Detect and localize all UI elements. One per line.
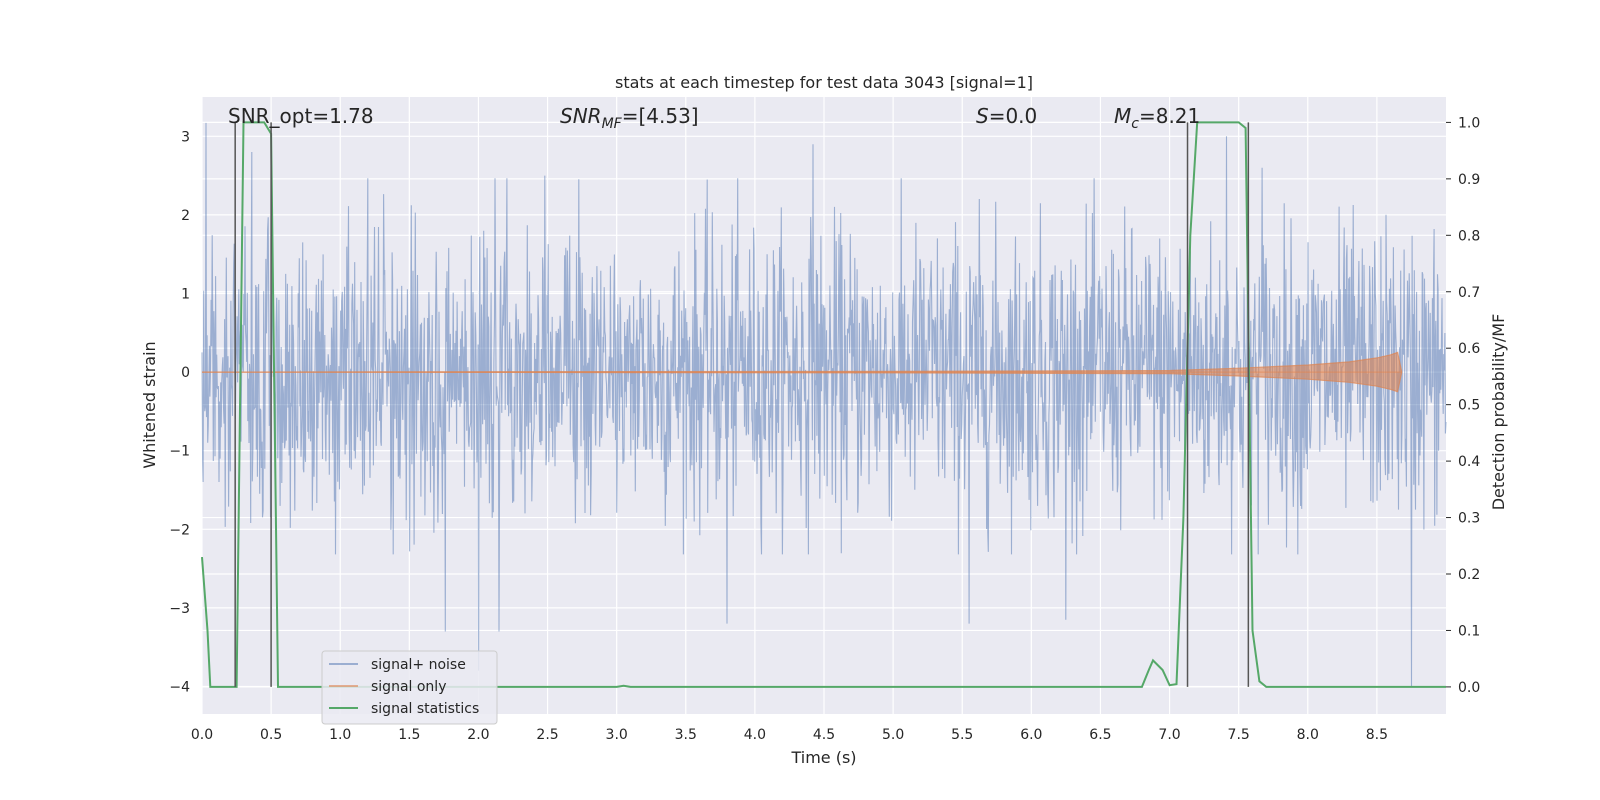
- annotation-mc: Mc=8.21: [1114, 104, 1200, 132]
- x-tick-label: 2.0: [467, 727, 489, 743]
- y-right-tick-label: 0.0: [1458, 680, 1480, 696]
- x-tick-label: 1.0: [329, 727, 351, 743]
- x-tick-label: 3.0: [606, 727, 628, 743]
- y-tick-label: 3: [181, 129, 190, 145]
- y-axis-label: Whitened strain: [140, 341, 159, 468]
- x-tick-label: 8.0: [1297, 727, 1319, 743]
- vertical-markers: [234, 122, 1250, 687]
- x-tick-label: 1.5: [398, 727, 420, 743]
- statistics-line: [201, 121, 1446, 688]
- y-right-tick-label: 0.9: [1458, 172, 1480, 188]
- y-right-tick-label: 0.8: [1458, 228, 1480, 244]
- y-right-tick-label: 0.4: [1458, 454, 1480, 470]
- x-axis-label: Time (s): [790, 748, 856, 767]
- legend-label-signal-statistics: signal statistics: [371, 701, 479, 717]
- series-signal-noise: [201, 122, 1447, 687]
- y-tick-label: 2: [181, 208, 190, 224]
- legend-box: [321, 650, 498, 725]
- x-tick-label: 5.5: [951, 727, 973, 743]
- annotation-s: S=0.0: [976, 104, 1037, 128]
- y-axis-right-ticks: 0.0 0.1 0.2 0.3 0.4 0.5 0.6 0.7 0.8 0.9 1.0: [1446, 115, 1480, 696]
- y-right-tick-label: 0.3: [1458, 511, 1480, 527]
- x-tick-label: 6.5: [1089, 727, 1111, 743]
- x-tick-label: 0.5: [260, 727, 282, 743]
- x-axis-ticks: 0.0 0.5 1.0 1.5 2.0 2.5 3.0 3.5 4.0 4.5 5.0 5.5 6.0 6…: [191, 727, 1388, 743]
- x-tick-label: 4.0: [744, 727, 766, 743]
- y-right-tick-label: 0.7: [1458, 285, 1480, 301]
- x-tick-label: 7.0: [1158, 727, 1180, 743]
- x-tick-label: 6.0: [1020, 727, 1042, 743]
- y-right-tick-label: 0.1: [1458, 623, 1480, 639]
- y-tick-label: 1: [181, 286, 190, 302]
- x-tick-label: 8.5: [1366, 727, 1388, 743]
- x-tick-label: 7.5: [1228, 727, 1250, 743]
- x-tick-label: 5.0: [882, 727, 904, 743]
- y-tick-label: 0: [181, 365, 190, 381]
- series-signal-statistics: [201, 121, 1446, 688]
- y-tick-label: −4: [169, 679, 190, 695]
- y-right-tick-label: 0.2: [1458, 567, 1480, 583]
- y-right-tick-label: 0.6: [1458, 341, 1480, 357]
- legend: signal+ noise signal only signal statist…: [321, 650, 498, 725]
- x-tick-label: 2.5: [536, 727, 558, 743]
- x-tick-label: 3.5: [675, 727, 697, 743]
- annotation-snr-mf: SNRMF=[4.53]: [560, 104, 699, 132]
- annotation-snr-opt: SNR_opt=1.78: [228, 104, 374, 128]
- x-tick-label: 0.0: [191, 727, 213, 743]
- y-axis-right-label: Detection probability/MF: [1489, 314, 1508, 511]
- legend-label-signal-only: signal only: [371, 679, 446, 695]
- y-right-tick-label: 0.5: [1458, 398, 1480, 414]
- y-tick-label: −1: [169, 444, 190, 460]
- y-tick-label: −2: [169, 522, 190, 538]
- y-axis-ticks: −4 −3 −2 −1 0 1 2 3: [169, 129, 190, 695]
- series-signal-only: [201, 351, 1403, 393]
- legend-label-signal-noise: signal+ noise: [371, 657, 466, 673]
- y-right-tick-label: 1.0: [1458, 115, 1480, 131]
- y-tick-label: −3: [169, 601, 190, 617]
- chart-title: stats at each timestep for test data 304…: [615, 73, 1033, 92]
- x-tick-label: 4.5: [813, 727, 835, 743]
- noise-trace: [201, 122, 1447, 687]
